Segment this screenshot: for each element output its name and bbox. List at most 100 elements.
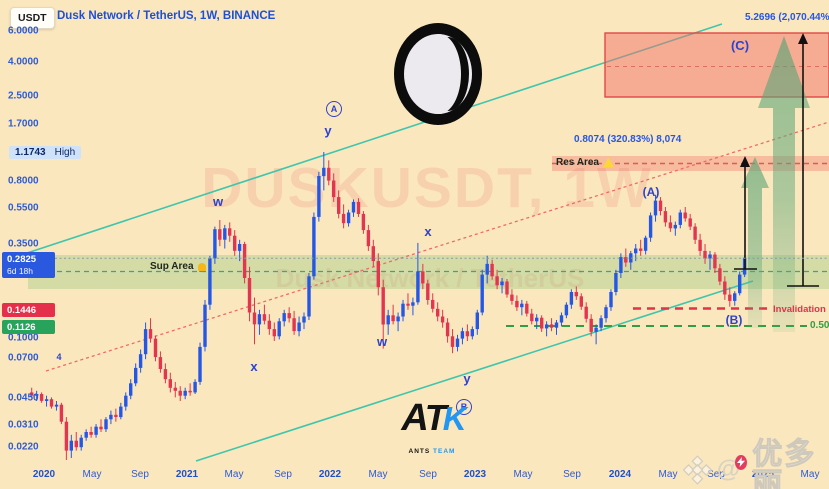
wave-label-4[interactable]: 4: [56, 352, 62, 362]
time-tick: May: [368, 469, 388, 480]
wave-label-w[interactable]: w: [212, 194, 224, 209]
candle: [361, 213, 366, 231]
wave-label-a[interactable]: A: [326, 101, 342, 117]
candle: [114, 414, 118, 417]
candle: [233, 235, 237, 251]
price-tick: 1.7000: [8, 118, 39, 130]
candle: [59, 404, 64, 422]
wave-label-b[interactable]: (B): [725, 313, 743, 327]
candle: [381, 287, 385, 325]
price-tick: 0.0450: [8, 392, 39, 404]
candle: [559, 315, 564, 323]
candle: [510, 294, 514, 301]
candle: [629, 253, 633, 263]
candle: [218, 229, 222, 240]
time-tick: Sep: [131, 469, 149, 480]
candle: [178, 390, 182, 396]
candle: [376, 261, 380, 288]
candle: [302, 316, 306, 323]
candle: [594, 327, 598, 332]
candle: [297, 322, 301, 332]
candle: [35, 394, 39, 396]
candle: [693, 226, 697, 240]
candle: [287, 313, 291, 319]
wave-label-x[interactable]: x: [424, 224, 432, 239]
candle: [411, 302, 415, 306]
candle: [84, 432, 88, 438]
candle: [728, 294, 732, 301]
candle: [698, 239, 702, 251]
measure-arrow-resistance[interactable]: [734, 156, 757, 270]
candle: [673, 224, 677, 229]
candle: [346, 212, 351, 224]
candle: [450, 336, 455, 347]
candle: [203, 304, 207, 347]
candle: [351, 201, 356, 213]
candle: [416, 271, 420, 303]
time-tick: Sep: [274, 469, 292, 480]
candle: [366, 230, 371, 247]
candle: [188, 390, 192, 393]
invalidation-price-value: 0.1446: [7, 304, 37, 316]
candle: [143, 329, 148, 355]
wave-label-w[interactable]: w: [376, 334, 388, 349]
time-tick: May: [82, 469, 102, 480]
candle: [653, 200, 658, 216]
measure-arrow-target[interactable]: [787, 33, 819, 287]
wave-label-b[interactable]: B: [456, 399, 472, 415]
candle: [252, 312, 257, 325]
time-tick: 2023: [463, 469, 487, 480]
candle: [371, 246, 375, 262]
candle: [431, 299, 435, 309]
candle: [134, 367, 138, 384]
candle: [648, 215, 653, 238]
candle: [223, 228, 227, 240]
time-tick: 2020: [32, 469, 56, 480]
candle: [307, 276, 311, 317]
wave-label-a[interactable]: (A): [642, 185, 660, 199]
candle: [708, 254, 712, 259]
candle: [505, 281, 509, 295]
candle: [341, 213, 346, 224]
candle: [643, 237, 648, 251]
candle: [569, 292, 574, 305]
candle: [634, 248, 638, 254]
wave-label-y[interactable]: y: [324, 123, 332, 138]
price-tick: 0.0220: [8, 441, 39, 453]
candle: [738, 274, 742, 294]
time-tick: May: [658, 469, 678, 480]
candle: [465, 331, 470, 337]
candle: [257, 314, 262, 325]
candle: [658, 200, 663, 211]
candle: [589, 318, 593, 332]
candle: [213, 229, 217, 259]
wave-label-y[interactable]: y: [463, 371, 471, 386]
price-tick: 4.0000: [8, 56, 39, 68]
rising-dashed-trendline[interactable]: [45, 121, 829, 372]
candle: [396, 316, 400, 322]
candle: [168, 379, 172, 388]
wave-label-c[interactable]: (C): [730, 38, 750, 53]
current-price-badge: 0.2825 6d 18h: [2, 252, 55, 278]
lower-trendline[interactable]: [195, 280, 754, 462]
quote-currency-button[interactable]: USDT: [10, 7, 55, 29]
green-projection-arrow-short[interactable]: [741, 157, 769, 328]
candle: [356, 201, 361, 214]
candle: [198, 346, 202, 382]
candle: [460, 331, 465, 339]
wave-label-x[interactable]: x: [250, 359, 258, 374]
candle: [574, 292, 578, 297]
symbol-title[interactable]: Dusk Network / TetherUS, 1W, BINANCE: [57, 10, 276, 22]
candle: [39, 394, 44, 401]
candle: [540, 317, 544, 329]
green-projection-arrow-tall[interactable]: [758, 36, 810, 332]
candle: [49, 399, 54, 407]
candle: [723, 281, 727, 295]
candle: [89, 432, 93, 435]
candle: [440, 316, 445, 323]
fib-price-value: 0.1126: [7, 321, 36, 333]
time-tick: Sep: [419, 469, 437, 480]
candle: [609, 292, 613, 308]
price-tick: 0.0700: [8, 352, 39, 364]
